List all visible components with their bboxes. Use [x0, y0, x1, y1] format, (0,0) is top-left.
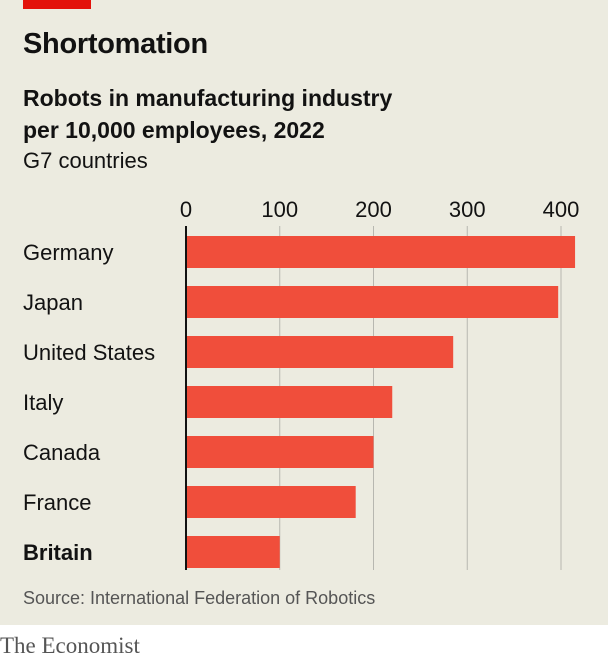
- bar-britain: [186, 536, 280, 568]
- headline: Shortomation: [23, 28, 208, 60]
- category-label-italy: Italy: [23, 390, 63, 415]
- brand-red-tag: [23, 0, 91, 9]
- x-tick-label-100: 100: [261, 197, 298, 222]
- bar-japan: [186, 286, 559, 318]
- chart-subtitle: Robots in manufacturing industry per 10,…: [23, 82, 392, 146]
- bar-united-states: [186, 336, 454, 368]
- bar-italy: [186, 386, 393, 418]
- source-note: Source: International Federation of Robo…: [23, 588, 376, 608]
- bar-canada: [186, 436, 374, 468]
- category-label-germany: Germany: [23, 240, 113, 265]
- chart-note: G7 countries: [23, 148, 148, 173]
- subtitle-line-2: per 10,000 employees, 2022: [23, 117, 325, 143]
- economist-logo: The Economist: [0, 633, 140, 658]
- bar-chart: 0 100 200 300 400 Germany Japan United States It…: [23, 197, 580, 570]
- x-tick-label-300: 300: [449, 197, 486, 222]
- x-tick-label-200: 200: [355, 197, 392, 222]
- category-label-canada: Canada: [23, 440, 101, 465]
- category-label-france: France: [23, 490, 91, 515]
- category-label-britain: Britain: [23, 540, 93, 565]
- x-tick-label-400: 400: [543, 197, 580, 222]
- category-label-japan: Japan: [23, 290, 83, 315]
- subtitle-line-1: Robots in manufacturing industry: [23, 85, 393, 111]
- x-tick-label-0: 0: [180, 197, 192, 222]
- bar-france: [186, 486, 356, 518]
- category-label-united-states: United States: [23, 340, 155, 365]
- bar-germany: [186, 236, 576, 268]
